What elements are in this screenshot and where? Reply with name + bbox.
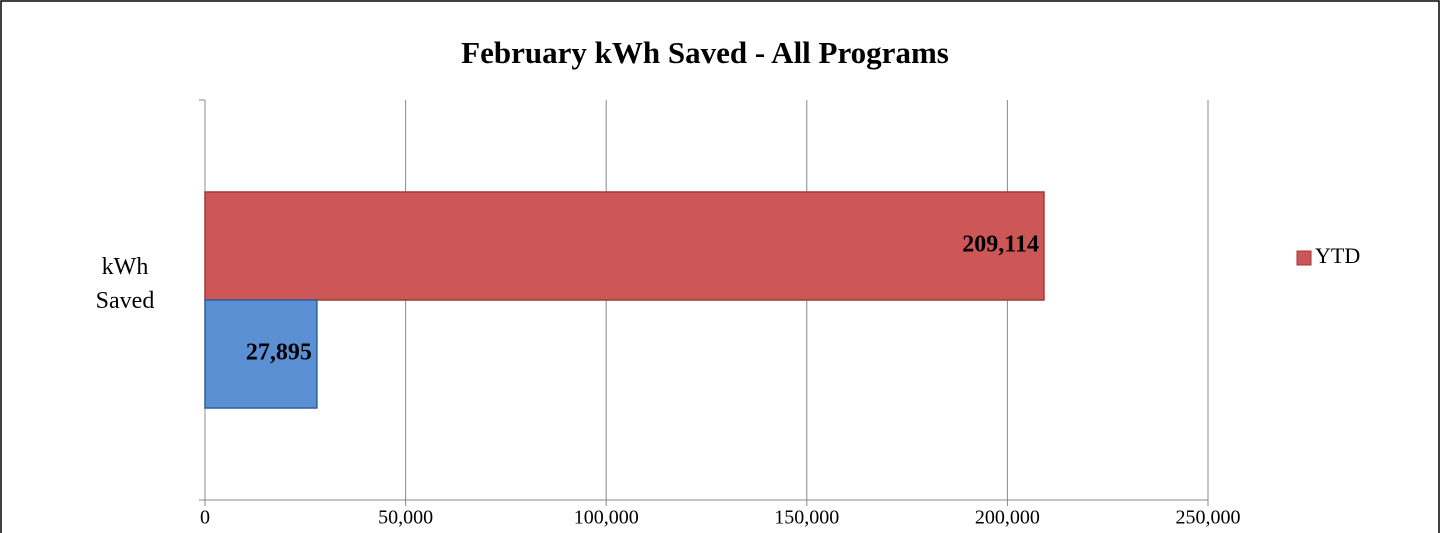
x-tick-label: 150,000 bbox=[774, 507, 839, 529]
x-tick-label: 250,000 bbox=[1176, 507, 1241, 529]
bar bbox=[204, 299, 318, 409]
x-tick-label: 100,000 bbox=[574, 507, 639, 529]
bar bbox=[204, 191, 1045, 301]
chart-title: February kWh Saved - All Programs bbox=[461, 35, 949, 70]
legend-swatch bbox=[1296, 250, 1312, 266]
category-label: kWh Saved bbox=[95, 254, 155, 314]
x-tick-label: 200,000 bbox=[975, 507, 1040, 529]
x-tick-label: 0 bbox=[200, 507, 210, 529]
legend-label: YTD bbox=[1315, 243, 1360, 268]
value-label: 209,114 bbox=[962, 232, 1039, 258]
x-tick-label: 50,000 bbox=[378, 507, 433, 529]
value-label: 27,895 bbox=[246, 340, 312, 366]
